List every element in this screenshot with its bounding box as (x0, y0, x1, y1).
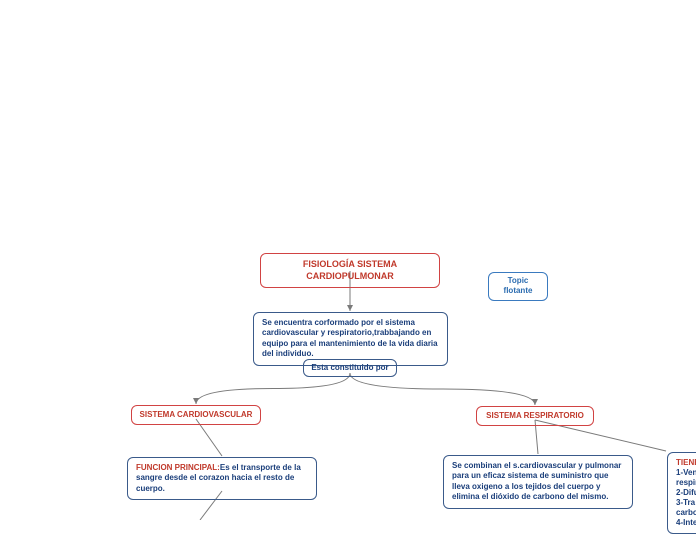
tiene-line-3: 2-Difu (676, 488, 696, 498)
cardio-node[interactable]: SISTEMA CARDIOVASCULAR (131, 405, 261, 425)
cardio-label: SISTEMA CARDIOVASCULAR (140, 410, 253, 419)
funcion-node[interactable]: FUNCION PRINCIPAL:Es el transporte de la… (127, 457, 317, 500)
description-text: Se encuentra corformado por el sistema c… (262, 318, 438, 358)
funcion-highlight: FUNCION PRINCIPAL: (136, 463, 220, 472)
floating-topic[interactable]: Topic flotante (488, 272, 548, 301)
tiene-line-2: respir (676, 478, 696, 488)
constituido-label: Esta constituido por (311, 363, 388, 372)
description-node[interactable]: Se encuentra corformado por el sistema c… (253, 312, 448, 366)
root-node[interactable]: FISIOLOGÍA SISTEMA CARDIOPULMONAR (260, 253, 440, 288)
combinan-text: Se combinan el s.cardiovascular y pulmon… (452, 461, 621, 501)
tiene-node[interactable]: TIENE 1-Ven respir 2-Difu 3-Tra carbo 4-… (667, 452, 696, 534)
tiene-line-5: carbo (676, 508, 696, 518)
combinan-node[interactable]: Se combinan el s.cardiovascular y pulmon… (443, 455, 633, 509)
resp-label: SISTEMA RESPIRATORIO (486, 411, 584, 420)
resp-node[interactable]: SISTEMA RESPIRATORIO (476, 406, 594, 426)
root-label: FISIOLOGÍA SISTEMA CARDIOPULMONAR (303, 259, 397, 281)
tiene-line-4: 3-Tra (676, 498, 696, 508)
tiene-line-0: TIENE (676, 458, 696, 468)
constituido-node[interactable]: Esta constituido por (303, 359, 397, 377)
floating-label: Topic flotante (504, 276, 533, 295)
tiene-line-1: 1-Ven (676, 468, 696, 478)
